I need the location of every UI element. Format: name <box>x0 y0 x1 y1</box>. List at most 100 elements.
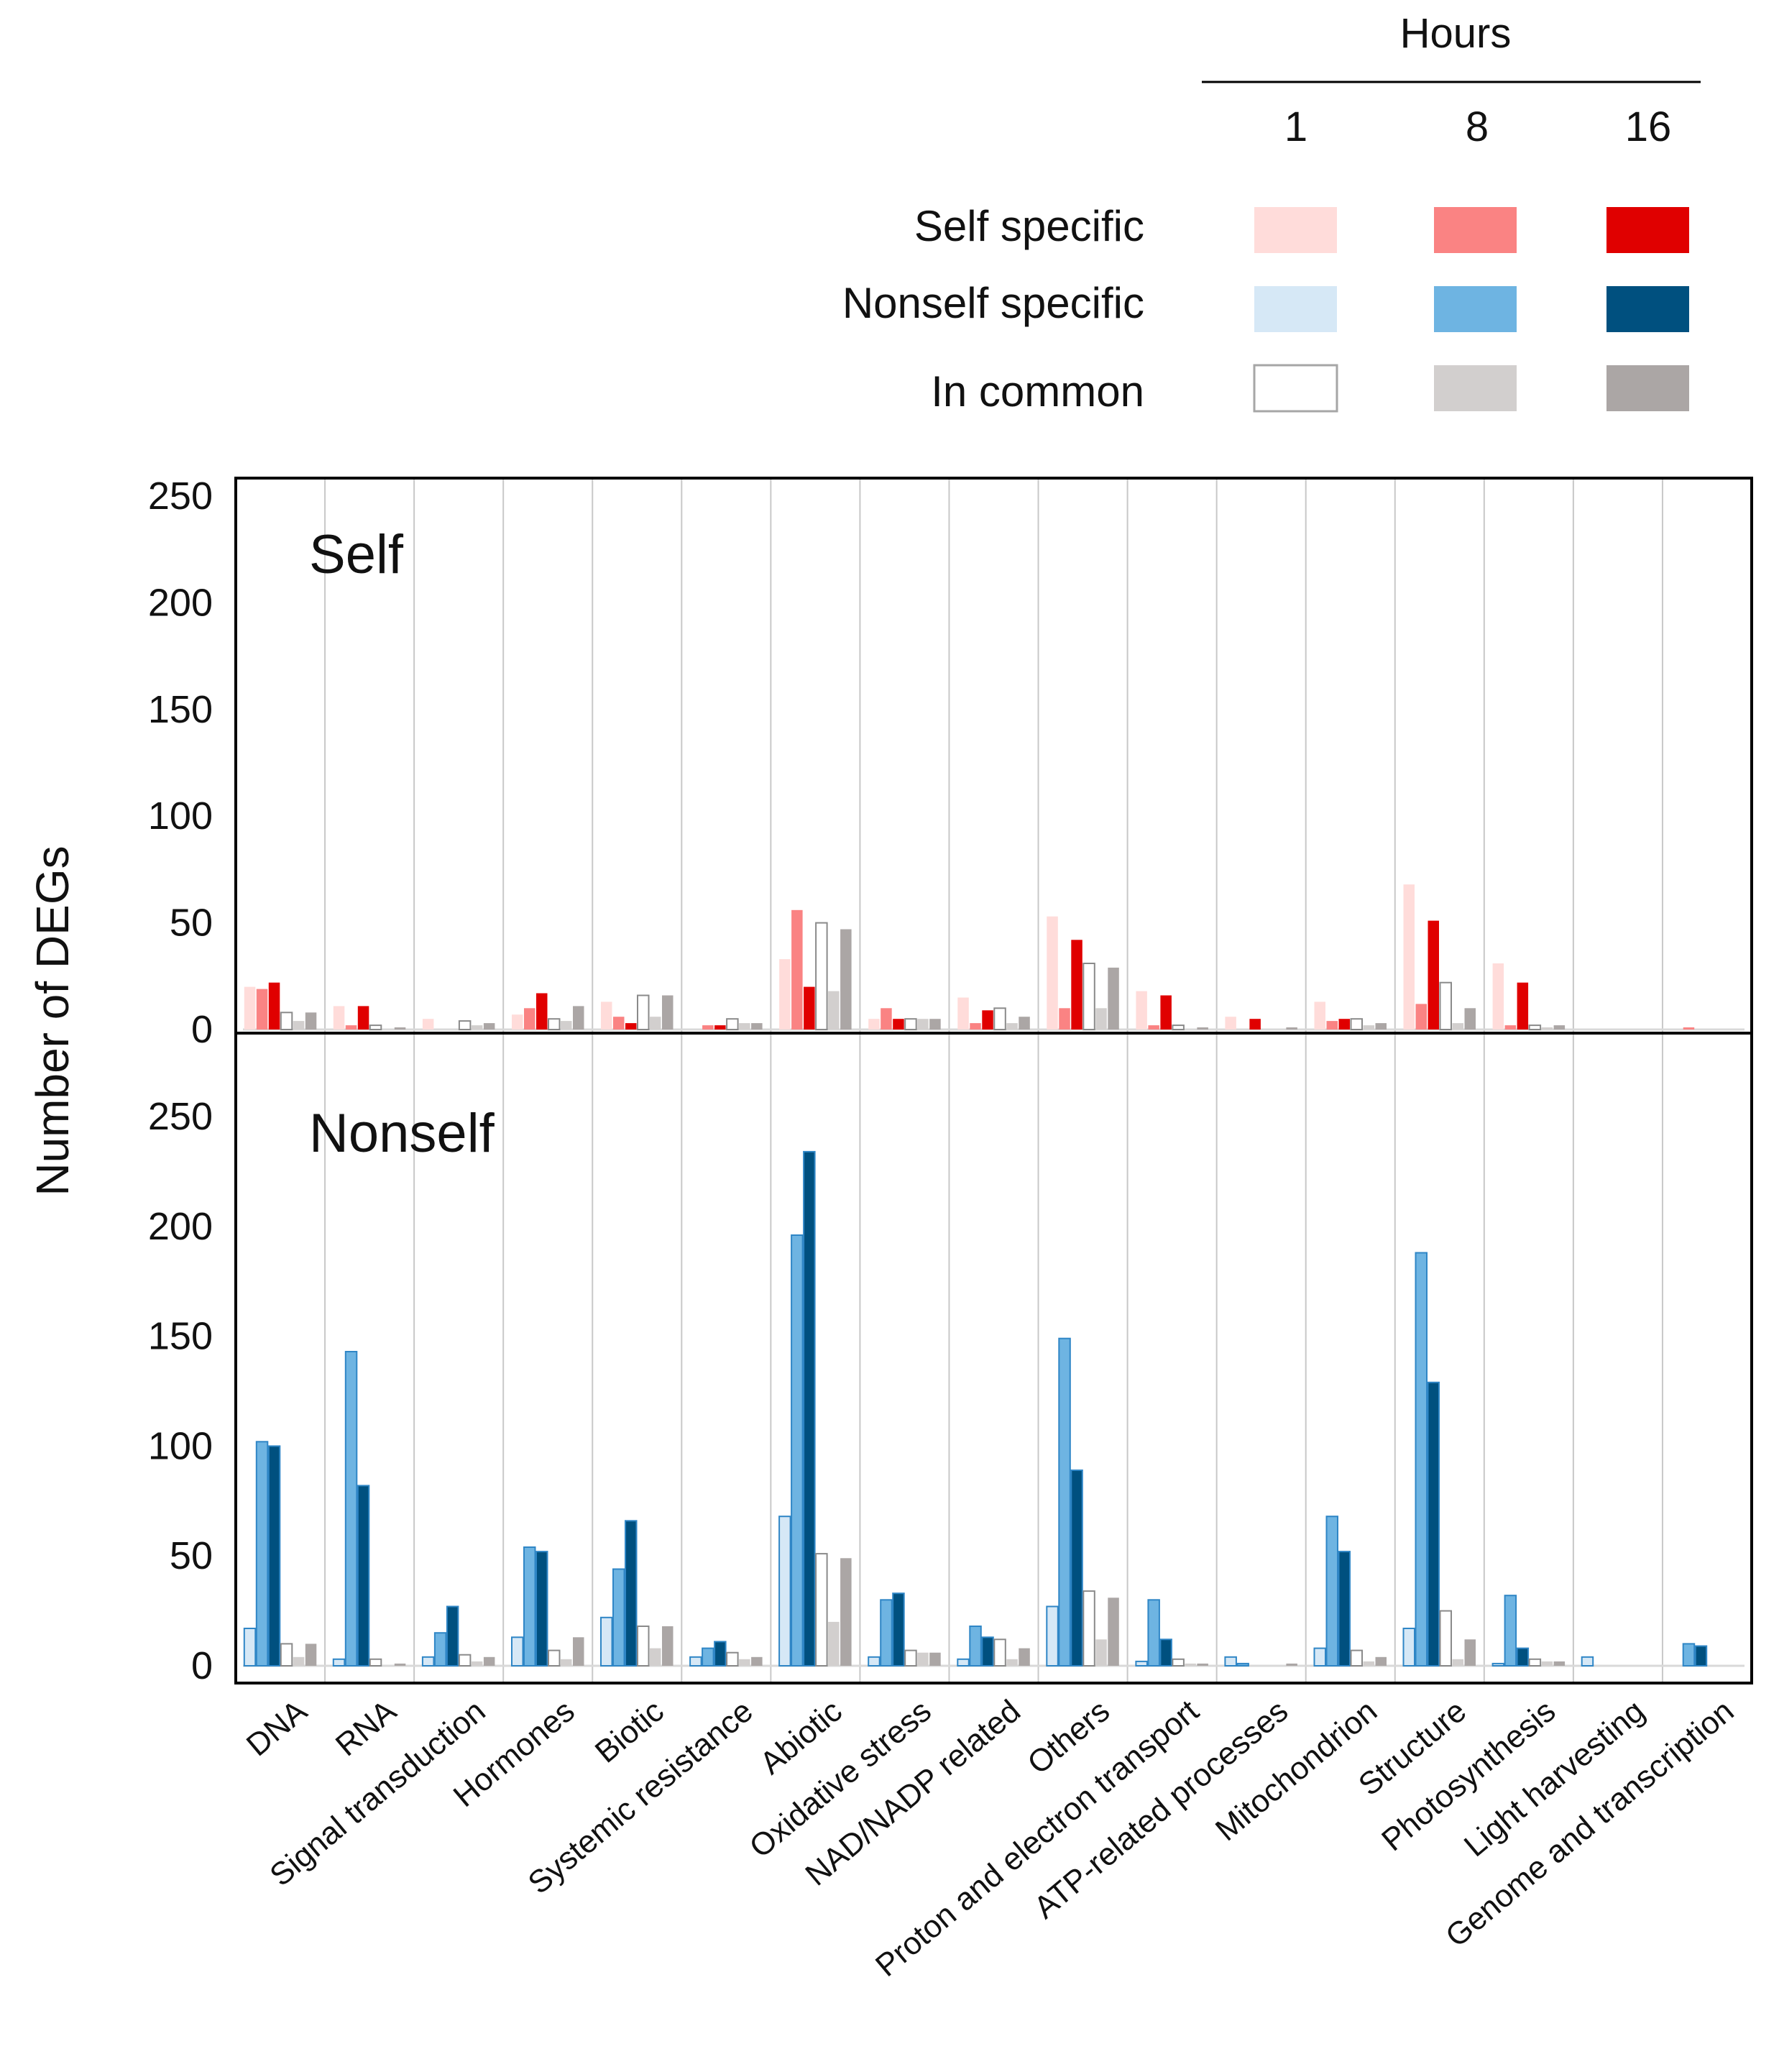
nonself-bar-structure-in-common-8-h <box>1452 1659 1463 1666</box>
nonself-plot-frame <box>234 1032 1753 1684</box>
nonself-bar-dna-in-common-8-h <box>293 1656 305 1666</box>
self-bar-genome-and-transcription-self-specific-8-h <box>1683 1027 1695 1030</box>
nonself-y-ticks: 0 50 100 150 200 250 <box>148 1095 213 1687</box>
nonself-bar-mitochondrion-nonself-specific-16-h <box>1338 1551 1351 1667</box>
self-bar-hormones-self-specific-8-h <box>524 1008 535 1030</box>
category-label-proton-and-electron-transport: Proton and electron transport <box>869 1693 1205 1984</box>
nonself-bar-biotic-nonself-specific-16-h <box>625 1520 638 1667</box>
nonself-bar-oxidative-stress-nonself-specific-8-h <box>880 1599 893 1667</box>
self-bar-signal-transduction-in-common-8-h <box>471 1025 483 1030</box>
category-label-dna: DNA <box>240 1693 314 1764</box>
nonself-bar-others-nonself-specific-8-h <box>1058 1337 1071 1667</box>
legend-hour-16: 16 <box>1625 104 1672 150</box>
nonself-bar-hormones-in-common-8-h <box>561 1659 572 1666</box>
nonself-bar-hormones-nonself-specific-16-h <box>535 1551 548 1667</box>
self-y-ticks: 0 50 100 150 200 250 <box>148 475 213 1051</box>
nonself-bar-rna-nonself-specific-1-h <box>332 1658 346 1667</box>
nonself-bar-systemic-resistance-in-common-8-h <box>739 1659 750 1666</box>
nonself-y-tick-label: 250 <box>148 1095 213 1138</box>
nonself-bar-mitochondrion-in-common-16-h <box>1375 1656 1387 1666</box>
y-axis-label: Number of DEGs <box>27 845 78 1196</box>
nonself-bar-others-in-common-8-h <box>1095 1639 1107 1666</box>
self-bar-biotic-self-specific-16-h <box>625 1023 637 1030</box>
self-bar-abiotic-in-common-8-h <box>828 991 840 1030</box>
nonself-y-tick-label: 0 <box>191 1644 213 1687</box>
nonself-bar-hormones-in-common-1-h <box>548 1649 561 1667</box>
self-bar-structure-self-specific-1-h <box>1403 884 1415 1030</box>
nonself-bar-hormones-nonself-specific-1-h <box>511 1636 524 1667</box>
nonself-bar-proton-and-electron-transport-in-common-16-h <box>1197 1663 1208 1666</box>
self-bar-dna-in-common-1-h <box>280 1012 293 1031</box>
self-bar-photosynthesis-in-common-16-h <box>1553 1025 1566 1030</box>
self-bar-abiotic-self-specific-1-h <box>779 959 791 1030</box>
self-gridlines <box>243 480 1744 1032</box>
self-bar-signal-transduction-self-specific-1-h <box>422 1019 434 1030</box>
self-bar-photosynthesis-self-specific-1-h <box>1492 963 1504 1030</box>
nonself-bar-photosynthesis-in-common-16-h <box>1553 1661 1566 1666</box>
self-bar-proton-and-electron-transport-self-specific-1-h <box>1136 991 1147 1030</box>
nonself-bar-proton-and-electron-transport-in-common-1-h <box>1172 1658 1185 1667</box>
self-bar-proton-and-electron-transport-in-common-1-h <box>1172 1024 1185 1030</box>
self-bar-photosynthesis-in-common-8-h <box>1541 1027 1553 1030</box>
self-bar-nad-nadp-related-in-common-16-h <box>1019 1017 1030 1030</box>
nonself-bar-abiotic-nonself-specific-1-h <box>778 1516 791 1667</box>
nonself-bar-systemic-resistance-in-common-16-h <box>751 1656 763 1666</box>
self-bar-hormones-in-common-1-h <box>548 1018 561 1030</box>
nonself-bar-photosynthesis-nonself-specific-8-h <box>1504 1595 1517 1667</box>
self-bar-oxidative-stress-in-common-16-h <box>929 1019 941 1030</box>
nonself-bar-structure-nonself-specific-1-h <box>1402 1628 1415 1667</box>
nonself-bar-photosynthesis-nonself-specific-1-h <box>1491 1662 1505 1667</box>
nonself-bar-signal-transduction-nonself-specific-8-h <box>433 1632 447 1667</box>
self-bar-mitochondrion-self-specific-16-h <box>1338 1019 1350 1030</box>
self-y-tick-label: 0 <box>191 1008 213 1051</box>
self-bar-dna-self-specific-1-h <box>244 986 256 1030</box>
self-bar-systemic-resistance-in-common-16-h <box>751 1023 763 1030</box>
self-bar-systemic-resistance-self-specific-16-h <box>714 1025 726 1030</box>
legend-hour-1: 1 <box>1284 104 1307 150</box>
nonself-bar-biotic-nonself-specific-1-h <box>600 1616 613 1667</box>
legend-swatch-self-specific-1h <box>1254 207 1337 253</box>
legend-label-in-common: In common <box>931 367 1144 416</box>
nonself-bar-structure-in-common-16-h <box>1464 1639 1476 1666</box>
nonself-y-tick-label: 50 <box>170 1534 213 1577</box>
nonself-bar-others-nonself-specific-1-h <box>1046 1605 1059 1667</box>
self-bar-mitochondrion-in-common-1-h <box>1350 1018 1363 1030</box>
nonself-bar-photosynthesis-in-common-1-h <box>1528 1658 1542 1667</box>
nonself-bar-nad-nadp-related-in-common-16-h <box>1019 1648 1030 1666</box>
legend-label-nonself-specific: Nonself specific <box>842 279 1144 327</box>
nonself-bar-nad-nadp-related-nonself-specific-1-h <box>957 1658 970 1667</box>
self-bar-oxidative-stress-self-specific-16-h <box>893 1019 904 1030</box>
self-bar-abiotic-self-specific-8-h <box>791 909 803 1030</box>
nonself-bar-dna-in-common-1-h <box>280 1643 293 1667</box>
nonself-bar-signal-transduction-in-common-8-h <box>471 1661 483 1666</box>
self-panel-title: Self <box>309 524 404 585</box>
nonself-bar-mitochondrion-nonself-specific-8-h <box>1325 1516 1338 1667</box>
nonself-bar-atp-related-processes-nonself-specific-1-h <box>1224 1656 1237 1667</box>
legend-swatch-self-specific-8h <box>1434 207 1517 253</box>
nonself-bar-structure-in-common-1-h <box>1439 1610 1452 1667</box>
self-bar-systemic-resistance-in-common-8-h <box>739 1023 750 1030</box>
self-y-tick-label: 250 <box>148 475 213 518</box>
legend-swatches <box>1253 207 1689 413</box>
self-bar-biotic-self-specific-8-h <box>613 1017 625 1030</box>
nonself-bar-systemic-resistance-nonself-specific-1-h <box>689 1656 702 1667</box>
self-bar-proton-and-electron-transport-in-common-16-h <box>1197 1027 1208 1030</box>
self-y-tick-label: 200 <box>148 581 213 624</box>
self-bar-biotic-in-common-8-h <box>650 1017 661 1030</box>
nonself-bar-rna-nonself-specific-16-h <box>357 1485 370 1667</box>
nonself-bar-abiotic-nonself-specific-8-h <box>791 1234 804 1667</box>
nonself-bar-dna-nonself-specific-1-h <box>243 1628 257 1667</box>
self-bar-nad-nadp-related-self-specific-1-h <box>957 997 969 1030</box>
self-bar-dna-in-common-8-h <box>293 1021 305 1030</box>
self-bar-mitochondrion-in-common-8-h <box>1363 1025 1374 1030</box>
self-bar-mitochondrion-self-specific-1-h <box>1314 1001 1325 1030</box>
self-bar-mitochondrion-self-specific-8-h <box>1326 1021 1338 1030</box>
self-bar-nad-nadp-related-in-common-8-h <box>1006 1023 1018 1030</box>
self-bar-oxidative-stress-self-specific-8-h <box>881 1008 892 1030</box>
legend-swatch-in-common-1h <box>1253 364 1338 413</box>
nonself-bar-dna-nonself-specific-8-h <box>255 1441 269 1667</box>
nonself-bar-others-nonself-specific-16-h <box>1070 1470 1083 1667</box>
self-bar-dna-in-common-16-h <box>305 1012 317 1030</box>
self-bar-abiotic-in-common-16-h <box>840 929 852 1030</box>
